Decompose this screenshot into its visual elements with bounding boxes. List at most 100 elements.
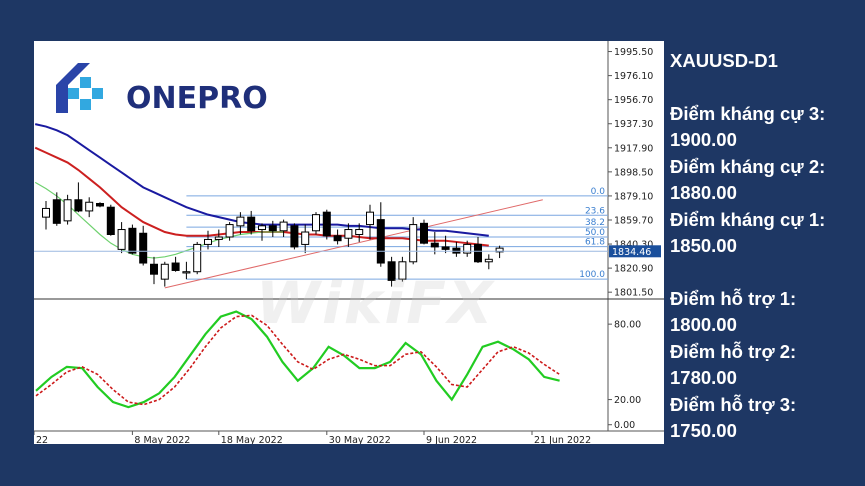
candle-body: [236, 216, 245, 227]
time-tick-label: 9 Jun 2022: [426, 435, 477, 444]
candle-body: [420, 222, 428, 244]
resistance-2-label: Điểm kháng cự 2:: [670, 155, 826, 177]
candle-body: [322, 211, 331, 237]
resistance-3-label: Điểm kháng cự 3:: [670, 102, 826, 124]
candle-body: [74, 199, 83, 212]
candle-body: [171, 262, 180, 271]
moving-average-line: [34, 181, 284, 259]
price-tick-label: 1917.90: [614, 143, 653, 154]
candle-body: [139, 232, 148, 264]
candles: [42, 182, 504, 287]
fib-level-label: 38.2: [585, 218, 605, 228]
fib-level-label: 50.0: [585, 228, 605, 238]
grid: [34, 41, 664, 432]
price-tick-label: 1937.30: [614, 119, 653, 130]
candle-body: [474, 243, 482, 263]
onepro-logo: ONEPRO: [46, 55, 268, 119]
fib-level-label: 61.8: [585, 238, 605, 248]
candle-body: [204, 238, 212, 245]
candle-body: [42, 207, 50, 218]
logo-text: ONEPRO: [126, 81, 268, 116]
price-tick-label: 1898.50: [614, 167, 653, 178]
current-price-label: 1834.46: [612, 247, 651, 258]
candle-body: [96, 202, 104, 207]
candle-body: [106, 206, 115, 235]
resistance-1-label: Điểm kháng cự 1:: [670, 208, 826, 230]
support-1-label: Điểm hỗ trợ 1:: [670, 287, 797, 309]
levels-panel: XAUUSD-D1 Điểm kháng cự 3: 1900.00 Điểm …: [670, 48, 865, 445]
current-price-badge: [609, 245, 661, 258]
candle-body: [52, 199, 61, 224]
osc-tick-label: 80.00: [614, 320, 641, 331]
candle-body: [495, 247, 504, 253]
trendline: [164, 199, 543, 289]
candle-body: [258, 225, 266, 231]
candle-body: [117, 229, 126, 250]
resistance-3-value: 1900.00: [670, 129, 737, 150]
time-tick-label: 8 May 2022: [134, 435, 190, 444]
price-tick-label: 1801.50: [614, 288, 653, 299]
candle-body: [247, 216, 256, 232]
candle-body: [312, 214, 320, 232]
candle-body: [150, 263, 158, 275]
oscillator-fast-line: [35, 310, 560, 409]
candle-body: [387, 261, 396, 281]
candle-body: [128, 227, 137, 254]
price-axis: 1995.50 1976.10 1956.70 1937.30 1917.90 1898.…: [34, 47, 661, 299]
time-tick-label: 22: [36, 435, 48, 444]
trendline-group: [164, 199, 543, 289]
candle-body: [430, 242, 439, 248]
candle-body: [214, 236, 223, 240]
price-chart: 0.0 23.6 38.250.061.8 100.0 1995.50 1976.10 1…: [34, 41, 664, 444]
chart-panel: 0.0 23.6 38.2 50.0 61.8 100.0 1995.50 1976.10 1…: [34, 41, 664, 444]
price-tick-label: 1879.10: [614, 191, 653, 202]
oscillator: 80.00 20.00 0.00: [35, 310, 641, 431]
candle-body: [182, 271, 191, 274]
time-axis: 22 8 May 2022 18 May 2022 30 May 2022 9 Jun …: [34, 431, 591, 444]
onepro-logo-icon: [56, 63, 103, 113]
fibonacci-levels: 0.0 23.6 38.250.061.8 100.0: [186, 187, 608, 280]
candle-body: [333, 235, 342, 242]
candle-body: [344, 229, 353, 239]
support-2-value: 1780.00: [670, 367, 737, 388]
price-tick-label: 1976.10: [614, 71, 653, 82]
candle-body: [193, 243, 202, 273]
price-tick-label: 1859.70: [614, 215, 653, 226]
osc-tick-label: 20.00: [614, 395, 641, 406]
candle-body: [160, 263, 169, 280]
candle-body: [366, 211, 374, 226]
candle-body: [441, 246, 450, 250]
price-tick-label: 1995.50: [614, 47, 653, 58]
fib-level-label: 100.0: [579, 270, 605, 280]
fib-level-label: 0.0: [591, 187, 606, 197]
price-tick-label: 1840.30: [614, 240, 653, 251]
candle-body: [63, 199, 72, 222]
symbol-title: XAUUSD-D1: [670, 50, 778, 71]
support-1-value: 1800.00: [670, 314, 737, 335]
candle-body: [225, 224, 234, 238]
candle-body: [452, 247, 461, 254]
osc-tick-label: 0.00: [614, 420, 635, 431]
candle-body: [355, 229, 364, 236]
candle-body: [463, 243, 472, 254]
price-tick-label: 1820.90: [614, 264, 653, 275]
time-tick-label: 18 May 2022: [221, 435, 283, 444]
time-tick-label: 30 May 2022: [329, 435, 391, 444]
candle-body: [279, 221, 288, 232]
support-3-label: Điểm hỗ trợ 3:: [670, 393, 797, 415]
candle-body: [268, 225, 277, 232]
candle-body: [484, 258, 493, 263]
resistance-2-value: 1880.00: [670, 182, 737, 203]
fib-level-label: 23.6: [585, 206, 605, 216]
candle-body: [409, 224, 418, 263]
candle-body: [398, 261, 407, 280]
oscillator-slow-line: [35, 314, 561, 406]
moving-average-line: [34, 123, 489, 237]
wikifx-watermark: WikiFX: [256, 269, 495, 337]
candle-body: [290, 225, 299, 248]
support-2-label: Điểm hỗ trợ 2:: [670, 340, 797, 362]
candle-body: [376, 219, 385, 264]
candle-body: [301, 231, 310, 245]
time-tick-label: 21 Jun 2022: [534, 435, 591, 444]
support-3-value: 1750.00: [670, 420, 737, 441]
